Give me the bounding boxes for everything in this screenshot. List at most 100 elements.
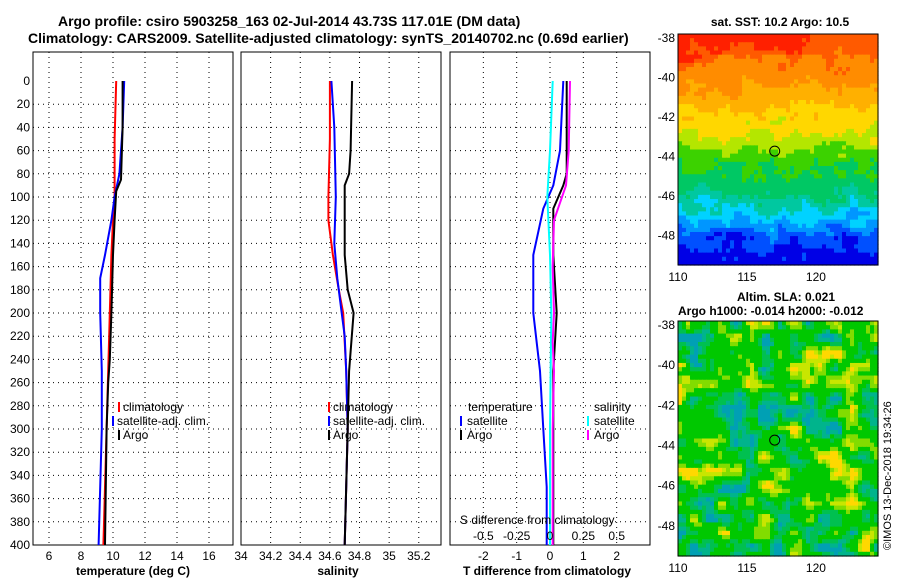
map-cell [762, 153, 767, 159]
map-cell [834, 392, 839, 398]
map-cell [746, 438, 751, 444]
map-cell [802, 256, 807, 262]
map-cell [854, 190, 859, 196]
map-cell [702, 100, 707, 105]
map-cell [798, 87, 803, 93]
map-cell [694, 425, 699, 431]
map-cell [842, 476, 847, 482]
map-cell [698, 137, 703, 142]
map-cell [722, 227, 727, 233]
map-cell [694, 128, 699, 134]
map-cell [778, 392, 783, 398]
map-cell [694, 434, 699, 440]
map-cell [850, 50, 855, 56]
map-cell [690, 54, 695, 60]
map-cell [814, 141, 819, 146]
map-cell [746, 346, 751, 351]
map-cell [770, 174, 775, 179]
map-cell [802, 367, 807, 372]
map-cell [794, 463, 799, 469]
map-cell [746, 451, 751, 456]
map-cell [782, 104, 787, 109]
map-cell [866, 484, 871, 490]
map-cell [694, 396, 699, 402]
map-cell [770, 467, 775, 473]
map-cell [774, 256, 779, 262]
map-cell [798, 62, 803, 68]
map-cell [826, 442, 831, 448]
map-cell [738, 333, 743, 339]
map-cell [742, 425, 747, 431]
legend-s-satellite: satellite [594, 414, 635, 428]
map-cell [810, 38, 815, 43]
map-cell [750, 79, 755, 85]
map-cell [818, 434, 823, 440]
map-cell [762, 346, 767, 351]
map-cell [870, 337, 875, 343]
map-cell [790, 166, 795, 171]
map-cell [742, 199, 747, 204]
map-cell [798, 95, 803, 101]
map-cell [758, 108, 763, 113]
map-cell [754, 170, 759, 175]
map-cell [786, 455, 791, 461]
map-cell [818, 346, 823, 351]
map-cell [726, 421, 731, 427]
map-cell [778, 467, 783, 473]
map-cell [818, 400, 823, 406]
map-cell [718, 116, 723, 122]
map-cell [842, 379, 847, 385]
map-cell [726, 472, 731, 477]
map-cell [714, 203, 719, 208]
map-cell [842, 79, 847, 85]
map-cell [678, 116, 683, 122]
map-cell [754, 425, 759, 431]
map-cell [678, 203, 683, 208]
map-cell [718, 145, 723, 151]
map-cell [734, 325, 739, 330]
map-cell [838, 46, 843, 52]
map-cell [822, 203, 827, 208]
map-cell [798, 124, 803, 130]
map-cell [730, 62, 735, 68]
map-cell [678, 325, 683, 330]
map-cell [826, 388, 831, 393]
map-cell [790, 463, 795, 469]
map-cell [838, 379, 843, 385]
map-cell [858, 71, 863, 76]
map-cell [806, 438, 811, 444]
map-cell [726, 46, 731, 52]
s-difference-ticks: -0.5 -0.25 0 0.25 0.5 [473, 529, 625, 543]
map-cell [846, 42, 851, 47]
map-cell [818, 467, 823, 473]
map-cell [866, 413, 871, 419]
map-cell [754, 371, 759, 377]
map-cell [850, 67, 855, 72]
map-cell [714, 455, 719, 461]
map-cell [686, 488, 691, 494]
map-cell [734, 227, 739, 233]
map-cell [742, 34, 747, 39]
map-cell [866, 451, 871, 456]
map-cell [766, 211, 771, 217]
map-cell [730, 396, 735, 402]
map-cell [754, 104, 759, 109]
map-cell [846, 484, 851, 490]
map-cell [690, 232, 695, 237]
map-cell [810, 108, 815, 113]
map-cell [770, 91, 775, 97]
map-cell [750, 128, 755, 134]
map-cell [822, 141, 827, 146]
map-cell [702, 484, 707, 490]
map-cell [862, 58, 867, 64]
map-cell [762, 83, 767, 89]
map-cell [842, 124, 847, 130]
map-cell [870, 58, 875, 64]
map-cell [686, 67, 691, 72]
map-cell [798, 434, 803, 440]
map-cell [874, 83, 879, 89]
map-cell [822, 383, 827, 389]
map-cell [698, 421, 703, 427]
map-cell [862, 430, 867, 435]
map-cell [682, 375, 687, 381]
